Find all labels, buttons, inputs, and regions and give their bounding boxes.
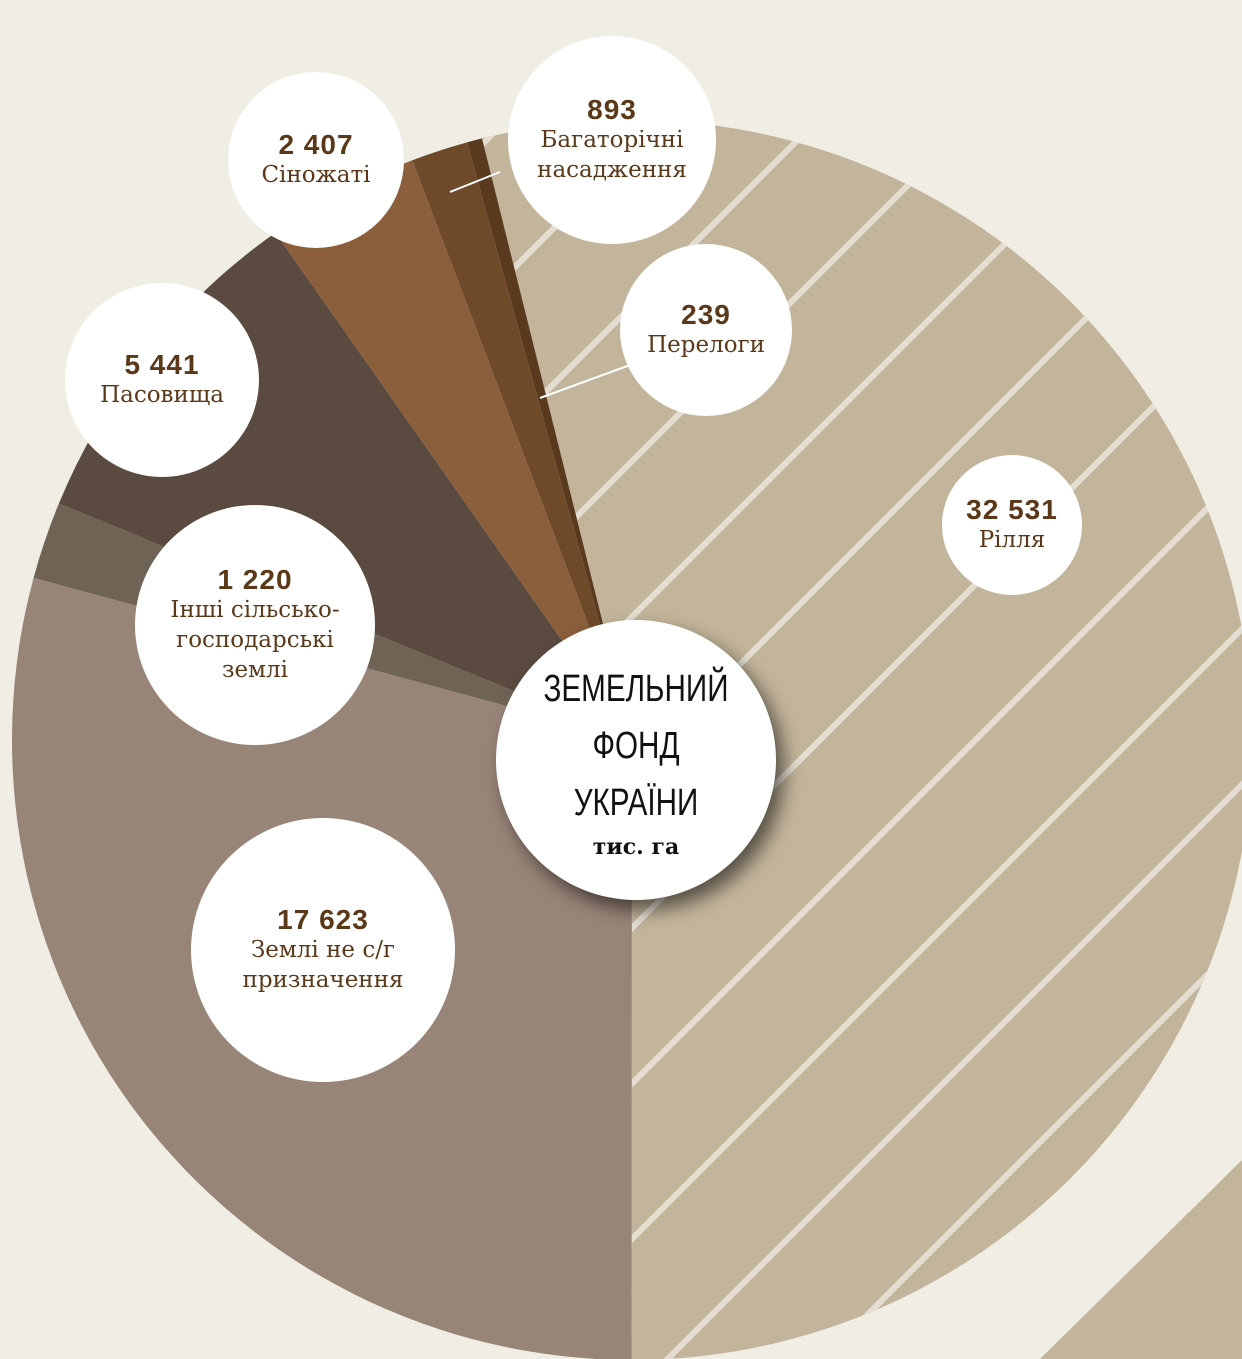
category-label: Перелоги [647, 331, 765, 361]
category-label: Багаторічні насадження [526, 126, 698, 186]
center-badge: ЗЕМЕЛЬНИЙ ФОНД УКРАЇНИ тис. га [496, 620, 776, 900]
category-label: Сіножаті [261, 161, 370, 191]
value-label: 893 [587, 94, 637, 126]
category-label: Інші сільсько-господарські землі [153, 596, 357, 686]
category-label: Рілля [979, 526, 1046, 556]
value-label: 17 623 [277, 904, 369, 936]
value-label: 5 441 [124, 349, 199, 381]
value-label: 239 [681, 299, 731, 331]
chart-subtitle: тис. га [593, 834, 679, 860]
decoration [1040, 1160, 1242, 1359]
category-label: Пасовища [100, 381, 224, 411]
value-label: 2 407 [278, 129, 353, 161]
category-label: Землі не с/г призначення [209, 936, 437, 996]
infographic: 32 531Рілля 17 623Землі не с/г призначенн… [0, 0, 1242, 1359]
chart-title: ЗЕМЕЛЬНИЙ ФОНД УКРАЇНИ [539, 661, 734, 832]
value-label: 32 531 [966, 494, 1058, 526]
value-label: 1 220 [217, 564, 292, 596]
